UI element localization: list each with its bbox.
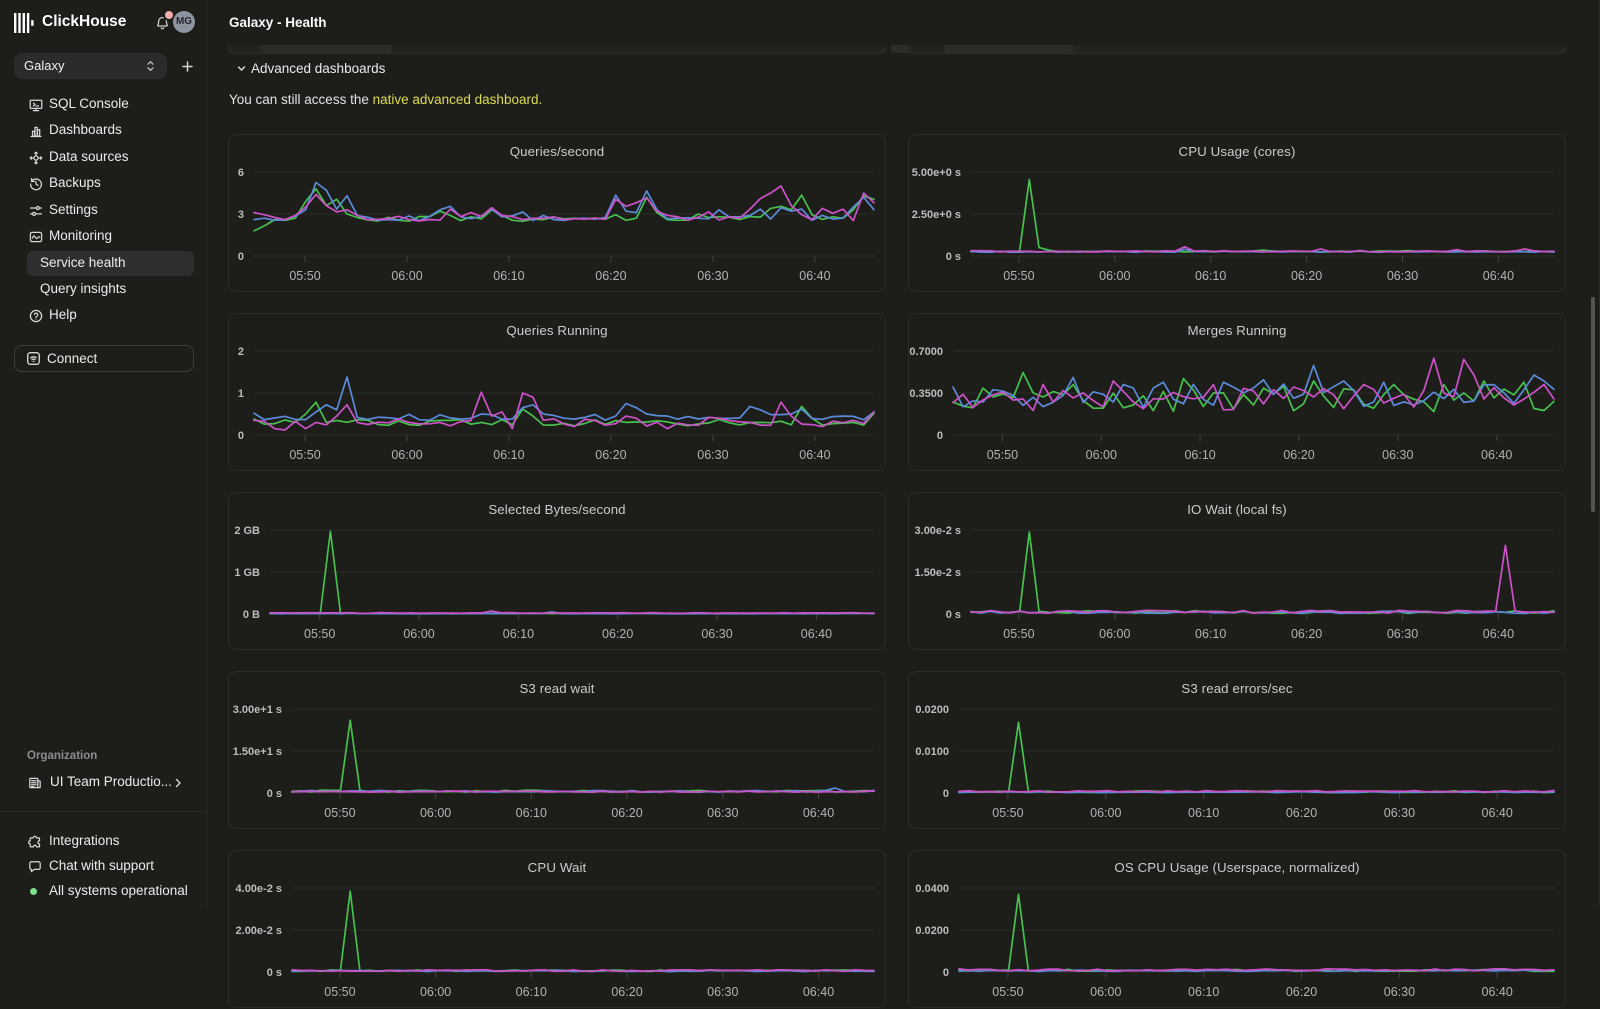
svg-text:06:00: 06:00 bbox=[1099, 269, 1130, 283]
svg-text:06:10: 06:10 bbox=[1188, 985, 1219, 999]
svg-text:05:50: 05:50 bbox=[1003, 627, 1034, 641]
svg-text:06:00: 06:00 bbox=[1090, 806, 1121, 820]
svg-text:2 GB: 2 GB bbox=[234, 525, 260, 537]
svg-text:0.3500: 0.3500 bbox=[909, 388, 943, 400]
svg-text:05:50: 05:50 bbox=[992, 806, 1023, 820]
svg-text:06:20: 06:20 bbox=[1286, 806, 1317, 820]
svg-text:06:30: 06:30 bbox=[707, 985, 738, 999]
svg-text:06:00: 06:00 bbox=[1086, 448, 1117, 462]
svg-text:06:10: 06:10 bbox=[516, 806, 547, 820]
svg-text:1: 1 bbox=[238, 388, 244, 400]
svg-text:06:00: 06:00 bbox=[1090, 985, 1121, 999]
svg-text:06:10: 06:10 bbox=[1195, 269, 1226, 283]
svg-text:05:50: 05:50 bbox=[289, 448, 320, 462]
svg-text:06:20: 06:20 bbox=[595, 448, 626, 462]
svg-text:0 s: 0 s bbox=[946, 609, 961, 621]
svg-text:05:50: 05:50 bbox=[1003, 269, 1034, 283]
svg-text:06:40: 06:40 bbox=[1481, 448, 1512, 462]
svg-text:06:10: 06:10 bbox=[493, 269, 524, 283]
svg-text:06:00: 06:00 bbox=[403, 627, 434, 641]
svg-text:06:40: 06:40 bbox=[799, 448, 830, 462]
svg-text:05:50: 05:50 bbox=[987, 448, 1018, 462]
svg-text:06:40: 06:40 bbox=[803, 806, 834, 820]
svg-text:06:10: 06:10 bbox=[1184, 448, 1215, 462]
svg-text:2.50e+0 s: 2.50e+0 s bbox=[912, 209, 961, 221]
svg-text:06:20: 06:20 bbox=[602, 627, 633, 641]
svg-text:05:50: 05:50 bbox=[289, 269, 320, 283]
svg-text:06:20: 06:20 bbox=[595, 269, 626, 283]
svg-text:3.00e-2 s: 3.00e-2 s bbox=[915, 525, 961, 537]
svg-text:05:50: 05:50 bbox=[324, 806, 355, 820]
svg-text:0.0200: 0.0200 bbox=[915, 925, 949, 937]
svg-text:06:30: 06:30 bbox=[697, 269, 728, 283]
svg-text:06:20: 06:20 bbox=[1291, 627, 1322, 641]
svg-text:2.00e-2 s: 2.00e-2 s bbox=[236, 925, 282, 937]
svg-text:0.7000: 0.7000 bbox=[909, 346, 943, 358]
svg-text:06:40: 06:40 bbox=[1483, 269, 1514, 283]
svg-text:06:30: 06:30 bbox=[1387, 627, 1418, 641]
svg-text:06:20: 06:20 bbox=[611, 806, 642, 820]
svg-text:1.50e-2 s: 1.50e-2 s bbox=[915, 567, 961, 579]
svg-text:4.00e-2 s: 4.00e-2 s bbox=[236, 883, 282, 895]
svg-text:06:00: 06:00 bbox=[391, 448, 422, 462]
svg-text:06:30: 06:30 bbox=[1384, 806, 1415, 820]
svg-text:06:00: 06:00 bbox=[420, 985, 451, 999]
svg-text:06:30: 06:30 bbox=[707, 806, 738, 820]
svg-text:06:40: 06:40 bbox=[1482, 806, 1513, 820]
svg-text:0 s: 0 s bbox=[946, 251, 961, 263]
svg-text:0 B: 0 B bbox=[243, 609, 260, 621]
svg-text:0 s: 0 s bbox=[267, 967, 282, 979]
svg-text:1.50e+1 s: 1.50e+1 s bbox=[233, 746, 282, 758]
svg-text:06:30: 06:30 bbox=[1384, 985, 1415, 999]
svg-text:06:00: 06:00 bbox=[391, 269, 422, 283]
svg-text:1 GB: 1 GB bbox=[234, 567, 260, 579]
svg-text:06:10: 06:10 bbox=[493, 448, 524, 462]
svg-text:06:20: 06:20 bbox=[1286, 985, 1317, 999]
svg-text:06:30: 06:30 bbox=[701, 627, 732, 641]
svg-text:5.00e+0 s: 5.00e+0 s bbox=[912, 167, 961, 179]
svg-text:06:10: 06:10 bbox=[1195, 627, 1226, 641]
svg-text:06:40: 06:40 bbox=[1483, 627, 1514, 641]
svg-text:0 s: 0 s bbox=[267, 788, 282, 800]
svg-text:06:10: 06:10 bbox=[516, 985, 547, 999]
svg-text:06:20: 06:20 bbox=[1283, 448, 1314, 462]
svg-text:06:40: 06:40 bbox=[803, 985, 834, 999]
svg-text:06:30: 06:30 bbox=[1382, 448, 1413, 462]
svg-text:2: 2 bbox=[238, 346, 244, 358]
svg-text:06:10: 06:10 bbox=[503, 627, 534, 641]
svg-text:06:40: 06:40 bbox=[799, 269, 830, 283]
svg-text:0.0200: 0.0200 bbox=[915, 704, 949, 716]
svg-text:05:50: 05:50 bbox=[304, 627, 335, 641]
svg-text:3.00e+1 s: 3.00e+1 s bbox=[233, 704, 282, 716]
svg-text:06:00: 06:00 bbox=[420, 806, 451, 820]
svg-text:3: 3 bbox=[238, 209, 244, 221]
svg-text:0: 0 bbox=[943, 967, 949, 979]
svg-text:0.0400: 0.0400 bbox=[915, 883, 949, 895]
svg-text:06:00: 06:00 bbox=[1099, 627, 1130, 641]
svg-text:05:50: 05:50 bbox=[992, 985, 1023, 999]
svg-text:06:30: 06:30 bbox=[1387, 269, 1418, 283]
svg-text:0: 0 bbox=[937, 430, 943, 442]
svg-text:05:50: 05:50 bbox=[324, 985, 355, 999]
svg-text:0: 0 bbox=[238, 251, 244, 263]
svg-text:06:30: 06:30 bbox=[697, 448, 728, 462]
svg-text:0: 0 bbox=[943, 788, 949, 800]
svg-text:06:40: 06:40 bbox=[801, 627, 832, 641]
svg-text:06:20: 06:20 bbox=[611, 985, 642, 999]
svg-text:0.0100: 0.0100 bbox=[915, 746, 949, 758]
svg-text:0: 0 bbox=[238, 430, 244, 442]
svg-text:6: 6 bbox=[238, 167, 244, 179]
svg-text:06:40: 06:40 bbox=[1482, 985, 1513, 999]
svg-text:06:20: 06:20 bbox=[1291, 269, 1322, 283]
svg-text:06:10: 06:10 bbox=[1188, 806, 1219, 820]
